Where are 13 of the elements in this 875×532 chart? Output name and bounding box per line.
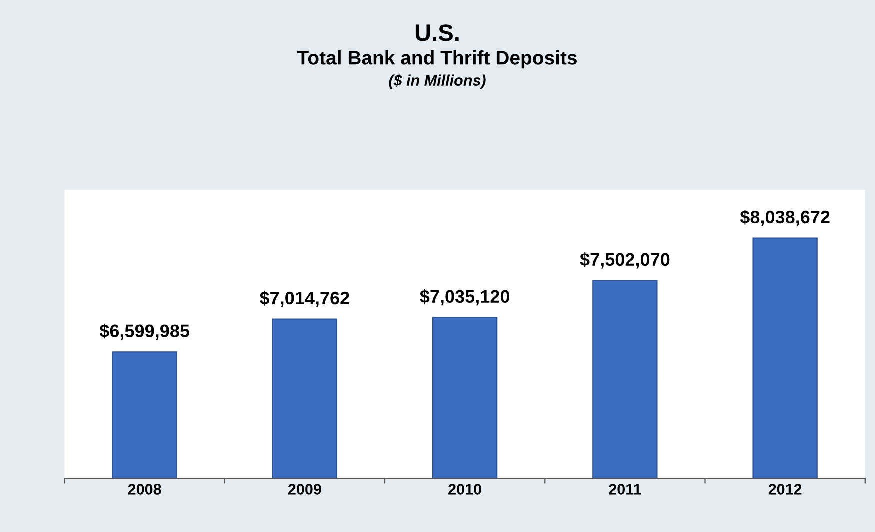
chart-title: U.S. [416, 24, 459, 42]
data-label: $7,035,120 [420, 289, 510, 306]
data-label: $7,502,070 [580, 252, 670, 269]
data-label: $8,038,672 [740, 210, 830, 226]
x-tick-label: 2010 [448, 484, 482, 495]
x-tick-label: 2009 [288, 484, 322, 495]
data-label: $6,599,985 [100, 324, 190, 340]
x-tick-label: 2011 [609, 484, 642, 495]
data-label: $7,014,762 [260, 291, 350, 308]
text: ($ in Millions) [389, 74, 486, 89]
chart-subtitle: Total Bank and Thrift Deposits [297, 50, 577, 69]
x-tick-label: 2008 [128, 484, 162, 495]
x-tick-label: 2012 [768, 484, 802, 495]
